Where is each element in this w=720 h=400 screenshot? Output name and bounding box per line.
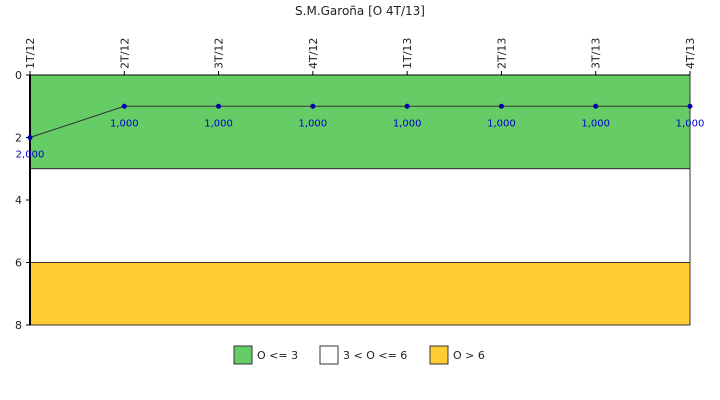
legend-label: O > 6 [453,349,485,362]
x-tick-label: 2T/12 [118,38,131,69]
legend-swatch [233,345,253,365]
data-point [27,135,33,140]
data-point [216,103,222,109]
legend-label: O <= 3 [257,349,298,362]
data-label: 1,000 [204,118,233,129]
band-0 [29,74,691,170]
band-1 [29,168,691,263]
data-point [121,103,127,109]
x-tick-label: 1T/12 [24,38,37,69]
data-label: 1,000 [299,118,328,129]
x-tick-label: 4T/12 [307,38,320,69]
data-point [593,103,599,109]
x-tick-label: 3T/13 [590,38,603,69]
legend-swatch [319,345,339,365]
x-tick-label: 1T/13 [401,38,414,69]
legend-swatch [429,345,449,365]
legend-label: 3 < O <= 6 [343,349,407,362]
data-label: 1,000 [581,118,610,129]
data-point [404,103,410,109]
data-label: 2,000 [16,150,45,161]
x-tick-label: 4T/13 [684,38,697,69]
data-label: 1,000 [393,118,422,129]
y-tick-label: 8 [15,319,22,332]
x-tick-label: 3T/12 [213,38,226,69]
band-2 [29,262,691,326]
series-line-0 [29,105,690,138]
data-label: 1,000 [676,118,705,129]
y-tick-label: 6 [15,257,22,270]
data-point [310,103,316,109]
x-tick-label: 2T/13 [495,38,508,69]
y-tick-label: 2 [15,132,22,145]
y-tick-label: 4 [15,194,22,207]
data-point [687,103,693,109]
y-tick-label: 0 [15,69,22,82]
data-point [498,103,504,109]
chart-title: S.M.Garoña [O 4T/13] [295,4,425,18]
data-label: 1,000 [110,118,139,129]
data-label: 1,000 [487,118,516,129]
